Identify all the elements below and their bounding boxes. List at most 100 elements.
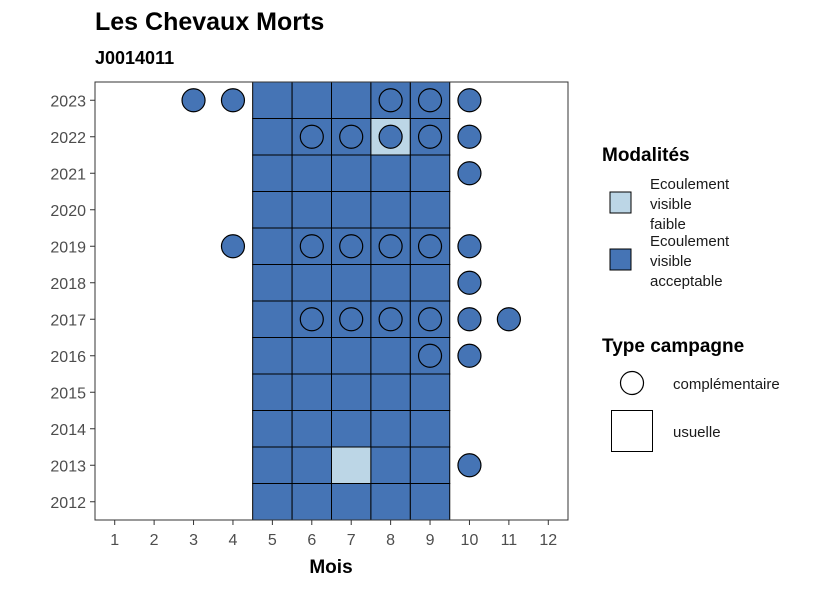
y-tick-label: 2012 [50,495,86,512]
cell-mark [252,118,293,156]
cell-mark [331,191,372,229]
x-tick-label: 2 [150,532,159,549]
point-mark [181,88,206,113]
cell-mark [331,446,372,484]
cell-mark [331,154,372,192]
cell-mark [331,81,372,119]
legend-label-complementaire: complémentaire [673,376,780,393]
legend-label-usuelle: usuelle [673,424,721,441]
x-tick-label: 5 [268,532,277,549]
point-mark [417,88,443,113]
point-mark [378,124,403,149]
point-mark [378,88,403,113]
cell-mark [409,446,451,484]
legend-label-line: Ecoulement [650,176,730,193]
y-tick-label: 2023 [50,93,86,110]
y-tick-label: 2017 [50,312,86,329]
cell-mark [370,191,411,229]
legend-key-complementaire [619,370,645,396]
point-mark [378,234,403,259]
x-tick-label: 11 [501,532,518,549]
y-tick-label: 2014 [50,422,86,439]
cell-mark [291,410,333,448]
cell-mark [252,410,293,448]
cell-mark [409,191,451,229]
cell-mark [291,483,333,521]
cell-mark [331,264,372,302]
cell-mark [252,154,293,192]
cell-mark [370,410,411,448]
chart-subtitle: J0014011 [95,48,174,68]
point-mark [417,343,443,368]
point-mark [457,234,482,259]
point-mark [339,234,364,259]
y-tick-label: 2022 [50,130,86,147]
cell-mark [291,337,333,375]
cell-mark [370,154,411,192]
cell-layer [252,81,451,521]
cell-mark [252,483,293,521]
point-mark [457,270,482,295]
point-mark [299,307,324,332]
cell-mark [370,446,411,484]
point-mark [339,124,364,149]
y-tick-label: 2016 [50,349,86,366]
legend-label-acceptable: Ecoulement visible acceptable [650,233,730,290]
point-mark [378,307,403,332]
point-mark [417,234,443,259]
cell-mark [252,337,293,375]
point-layer [181,88,521,478]
legend-label-line: visible [650,253,692,270]
legend-label-line: Ecoulement [650,233,730,250]
point-mark [457,124,482,149]
legend-label-line: faible [650,216,686,233]
x-axis-title: Mois [309,557,352,578]
cell-mark [252,227,293,265]
x-tick-label: 10 [461,532,479,549]
chart-title: Les Chevaux Morts [95,8,324,36]
legend-key-acceptable [609,248,632,271]
point-mark [299,124,324,149]
cell-mark [291,118,333,156]
point-mark [417,307,443,332]
cell-mark [291,191,333,229]
cell-mark [252,373,293,411]
cell-mark [331,410,372,448]
cell-mark [409,154,451,192]
cell-mark [331,337,372,375]
point-mark [457,307,482,332]
cell-mark [370,373,411,411]
cell-mark [291,264,333,302]
cell-mark [409,373,451,411]
point-mark [220,234,246,259]
y-tick-label: 2020 [50,203,86,220]
cell-mark [370,483,411,521]
x-tick-label: 9 [426,532,435,549]
legend-title-modalites: Modalités [602,145,690,166]
cell-mark [252,191,293,229]
cell-mark [252,300,293,338]
legend-label-line: acceptable [650,273,723,290]
point-mark [299,234,324,259]
x-tick-label: 1 [110,532,119,549]
cell-mark [291,154,333,192]
cell-mark [409,410,451,448]
x-tick-label: 8 [386,532,395,549]
cell-mark [291,446,333,484]
y-tick-label: 2021 [50,166,86,183]
x-tick-label: 7 [347,532,356,549]
legend-key-usuelle [611,410,653,452]
x-tick-label: 3 [189,532,198,549]
point-mark [496,307,521,332]
x-tick-label: 6 [307,532,316,549]
panel-border [94,81,569,521]
x-tick-label: 4 [229,532,238,549]
point-mark [457,343,482,368]
cell-mark [291,373,333,411]
cell-mark [252,81,293,119]
cell-mark [409,483,451,521]
point-mark [457,161,482,186]
point-mark [339,307,364,332]
legend-key-faible [609,191,632,214]
